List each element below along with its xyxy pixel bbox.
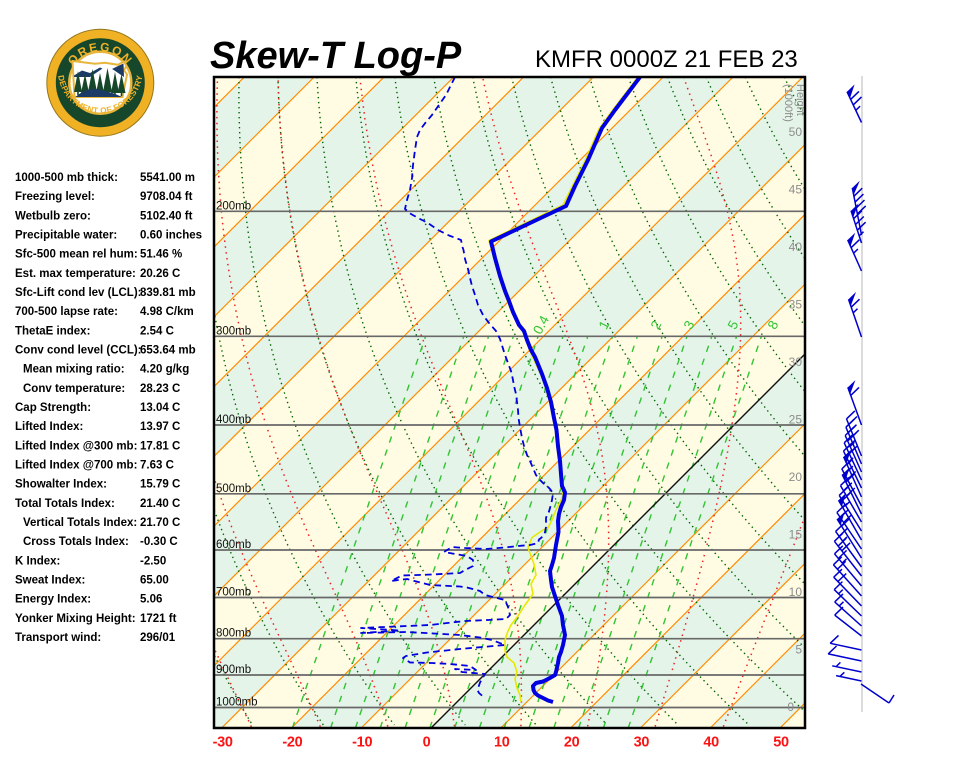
svg-text:0: 0: [423, 735, 431, 751]
svg-text:Wetbulb zero:: Wetbulb zero:: [15, 210, 91, 222]
svg-text:15.79 C: 15.79 C: [140, 479, 180, 491]
svg-text:K Index:: K Index:: [15, 555, 60, 567]
svg-text:45: 45: [789, 183, 803, 197]
svg-text:ThetaE index:: ThetaE index:: [15, 325, 90, 337]
svg-text:Vertical Totals Index:: Vertical Totals Index:: [23, 517, 137, 529]
svg-text:0.60 inches: 0.60 inches: [140, 230, 202, 242]
svg-text:1721 ft: 1721 ft: [140, 613, 177, 625]
svg-text:50: 50: [789, 125, 803, 139]
svg-text:30: 30: [789, 355, 803, 369]
svg-text:5.06: 5.06: [140, 594, 162, 606]
svg-text:2.54 C: 2.54 C: [140, 325, 174, 337]
svg-text:900mb: 900mb: [216, 664, 251, 676]
svg-text:50: 50: [773, 735, 789, 751]
svg-text:5102.40 ft: 5102.40 ft: [140, 210, 193, 222]
svg-text:65.00: 65.00: [140, 575, 169, 587]
svg-text:9708.04 ft: 9708.04 ft: [140, 191, 193, 203]
svg-text:Mean mixing ratio:: Mean mixing ratio:: [23, 364, 125, 376]
svg-text:-0.30 C: -0.30 C: [140, 536, 178, 548]
svg-text:Freezing level:: Freezing level:: [15, 191, 95, 203]
svg-text:1000-500 mb thick:: 1000-500 mb thick:: [15, 172, 118, 184]
svg-text:20.26 C: 20.26 C: [140, 268, 180, 280]
svg-text:Showalter Index:: Showalter Index:: [15, 479, 107, 491]
svg-text:15: 15: [789, 528, 803, 542]
svg-text:653.64 mb: 653.64 mb: [140, 345, 196, 357]
svg-text:KMFR 0000Z 21 FEB 23: KMFR 0000Z 21 FEB 23: [535, 46, 798, 73]
svg-text:Sfc-500 mean rel hum:: Sfc-500 mean rel hum:: [15, 249, 138, 261]
svg-text:17.81 C: 17.81 C: [140, 440, 180, 452]
svg-text:(1000ft): (1000ft): [782, 84, 794, 122]
svg-text:600mb: 600mb: [216, 539, 251, 551]
svg-text:Yonker Mixing Height:: Yonker Mixing Height:: [15, 613, 136, 625]
svg-text:Sfc-Lift cond lev (LCL):: Sfc-Lift cond lev (LCL):: [15, 287, 142, 299]
svg-text:700-500 lapse rate:: 700-500 lapse rate:: [15, 306, 118, 318]
svg-text:35: 35: [789, 298, 803, 312]
svg-text:Lifted Index @700 mb:: Lifted Index @700 mb:: [15, 460, 137, 472]
svg-text:4.20 g/kg: 4.20 g/kg: [140, 364, 189, 376]
svg-text:Lifted Index:: Lifted Index:: [15, 421, 83, 433]
svg-text:-20: -20: [282, 735, 302, 751]
svg-text:7.63 C: 7.63 C: [140, 460, 174, 472]
svg-text:Est. max temperature:: Est. max temperature:: [15, 268, 136, 280]
svg-text:28.23 C: 28.23 C: [140, 383, 180, 395]
svg-text:Height: Height: [794, 84, 806, 116]
svg-text:Transport wind:: Transport wind:: [15, 632, 101, 644]
svg-text:Cross Totals Index:: Cross Totals Index:: [23, 536, 129, 548]
svg-text:400mb: 400mb: [216, 414, 251, 426]
svg-text:Total Totals Index:: Total Totals Index:: [15, 498, 115, 510]
svg-text:20: 20: [564, 735, 580, 751]
svg-text:25: 25: [789, 413, 803, 427]
svg-text:-2.50: -2.50: [140, 555, 166, 567]
svg-text:Cap Strength:: Cap Strength:: [15, 402, 91, 414]
svg-text:0: 0: [787, 700, 794, 714]
svg-text:-10: -10: [352, 735, 372, 751]
svg-text:-30: -30: [213, 735, 233, 751]
svg-text:Precipitable water:: Precipitable water:: [15, 230, 117, 242]
svg-text:1000mb: 1000mb: [216, 697, 258, 709]
svg-text:21.70 C: 21.70 C: [140, 517, 180, 529]
svg-text:200mb: 200mb: [216, 200, 251, 212]
svg-text:Energy Index:: Energy Index:: [15, 594, 91, 606]
svg-text:700mb: 700mb: [216, 587, 251, 599]
svg-text:Conv cond level (CCL):: Conv cond level (CCL):: [15, 345, 142, 357]
svg-text:Lifted Index @300 mb:: Lifted Index @300 mb:: [15, 440, 137, 452]
svg-text:500mb: 500mb: [216, 483, 251, 495]
svg-text:300mb: 300mb: [216, 325, 251, 337]
svg-text:10: 10: [789, 585, 803, 599]
svg-text:Skew-T Log-P: Skew-T Log-P: [210, 35, 462, 77]
svg-text:Conv temperature:: Conv temperature:: [23, 383, 125, 395]
svg-text:5541.00 m: 5541.00 m: [140, 172, 195, 184]
svg-text:296/01: 296/01: [140, 632, 176, 644]
svg-text:21.40 C: 21.40 C: [140, 498, 180, 510]
svg-text:40: 40: [703, 735, 719, 751]
svg-text:Sweat Index:: Sweat Index:: [15, 575, 85, 587]
svg-text:51.46 %: 51.46 %: [140, 249, 182, 261]
svg-text:20: 20: [789, 470, 803, 484]
svg-text:10: 10: [494, 735, 510, 751]
svg-text:30: 30: [634, 735, 650, 751]
svg-text:13.04 C: 13.04 C: [140, 402, 180, 414]
svg-text:5: 5: [795, 643, 802, 657]
svg-text:13.97 C: 13.97 C: [140, 421, 180, 433]
svg-text:800mb: 800mb: [216, 628, 251, 640]
svg-text:4.98 C/km: 4.98 C/km: [140, 306, 194, 318]
svg-text:40: 40: [789, 240, 803, 254]
svg-text:839.81 mb: 839.81 mb: [140, 287, 196, 299]
